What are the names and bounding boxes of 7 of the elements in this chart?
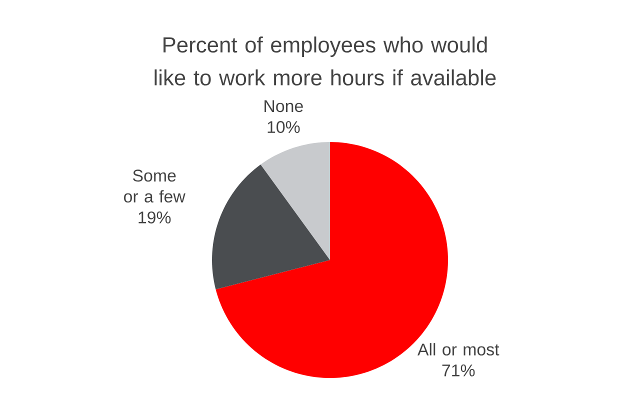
data-label: 10% [268, 121, 300, 134]
chart-title: Percent of employees who would like to work more hours if available [154, 36, 496, 86]
slice-label: Some or a few [124, 170, 186, 203]
slice-label: None [264, 100, 303, 112]
data-label: 19% [138, 211, 171, 224]
slice-label: All or most [417, 343, 500, 356]
data-label: 71% [442, 364, 475, 376]
